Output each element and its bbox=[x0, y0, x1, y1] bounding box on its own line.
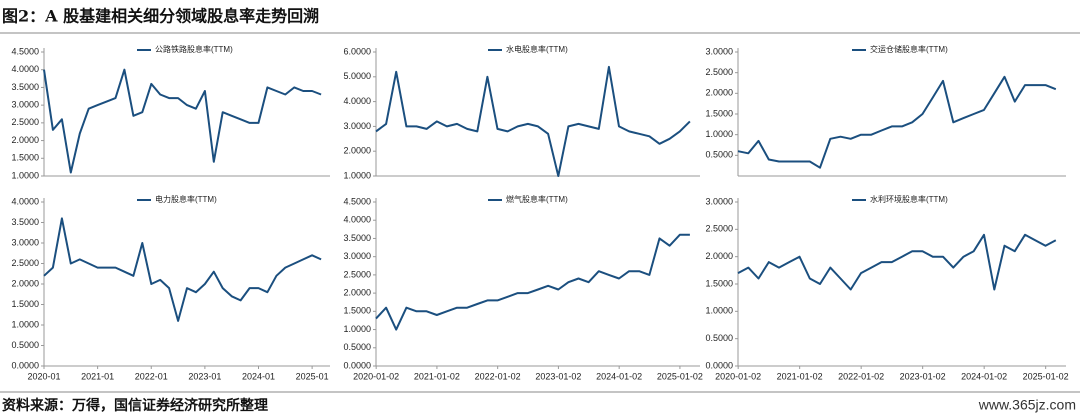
y-tick-label: 6.0000 bbox=[343, 46, 371, 56]
y-tick-label: 1.0000 bbox=[11, 170, 39, 180]
x-tick-label: 2020-01-02 bbox=[715, 371, 761, 381]
y-tick-label: 3.0000 bbox=[705, 46, 733, 56]
source: 资料来源：万得，国信证券经济研究所整理 bbox=[2, 397, 268, 414]
y-tick-label: 3.0000 bbox=[705, 196, 733, 206]
y-tick-label: 2.5000 bbox=[343, 269, 371, 279]
y-tick-label: 1.0000 bbox=[343, 170, 371, 180]
y-tick-label: 1.5000 bbox=[705, 108, 733, 118]
x-tick-label: 2022-01-02 bbox=[475, 371, 521, 381]
y-tick-label: 1.5000 bbox=[11, 299, 39, 309]
y-tick-label: 1.0000 bbox=[343, 324, 371, 334]
x-tick-label: 2024-01-02 bbox=[596, 371, 642, 381]
legend-label: 交运仓储股息率(TTM) bbox=[870, 44, 948, 54]
y-tick-label: 4.5000 bbox=[11, 46, 39, 56]
watermark: www.365jz.com bbox=[978, 397, 1076, 413]
y-tick-label: 3.0000 bbox=[11, 100, 39, 110]
y-tick-label: 2.0000 bbox=[11, 278, 39, 288]
line bbox=[737, 75, 1057, 169]
x-tick-label: 2025-01 bbox=[296, 371, 329, 381]
line bbox=[43, 217, 322, 322]
x-tick-label: 2021-01-02 bbox=[777, 371, 823, 381]
y-tick-label: 0.5000 bbox=[11, 340, 39, 350]
x-tick-label: 2023-01-02 bbox=[535, 371, 581, 381]
y-tick-label: 0.5000 bbox=[343, 342, 371, 352]
y-tick-label: 2.5000 bbox=[11, 258, 39, 268]
x-tick-label: 2022-01-02 bbox=[838, 371, 884, 381]
x-tick-label: 2025-01-02 bbox=[657, 371, 703, 381]
y-tick-label: 3.0000 bbox=[11, 237, 39, 247]
legend-label: 水电股息率(TTM) bbox=[506, 44, 568, 54]
y-tick-label: 5.0000 bbox=[343, 71, 371, 81]
x-tick-label: 2021-01-02 bbox=[414, 371, 460, 381]
y-tick-label: 1.0000 bbox=[705, 306, 733, 316]
y-tick-label: 3.5000 bbox=[343, 233, 371, 243]
y-tick-label: 0.5000 bbox=[705, 150, 733, 160]
line bbox=[43, 68, 322, 174]
y-tick-label: 4.0000 bbox=[11, 64, 39, 74]
y-tick-label: 1.5000 bbox=[705, 278, 733, 288]
x-tick-label: 2023-01 bbox=[188, 371, 221, 381]
line bbox=[737, 233, 1057, 291]
y-tick-label: 4.0000 bbox=[11, 196, 39, 206]
x-tick-label: 2020-01-02 bbox=[353, 371, 399, 381]
y-tick-label: 2.0000 bbox=[343, 287, 371, 297]
y-tick-label: 3.5000 bbox=[11, 82, 39, 92]
y-tick-label: 4.0000 bbox=[343, 96, 371, 106]
y-tick-label: 0.5000 bbox=[705, 333, 733, 343]
y-tick-label: 2.0000 bbox=[705, 251, 733, 261]
line bbox=[375, 233, 690, 331]
y-tick-label: 2.0000 bbox=[705, 88, 733, 98]
x-tick-label: 2020-01 bbox=[27, 371, 60, 381]
y-tick-label: 2.5000 bbox=[705, 224, 733, 234]
y-tick-label: 0.0000 bbox=[705, 360, 733, 370]
y-tick-label: 1.5000 bbox=[343, 306, 371, 316]
legend-label: 公路铁路股息率(TTM) bbox=[155, 44, 233, 54]
x-tick-label: 2024-01 bbox=[242, 371, 275, 381]
y-tick-label: 0.0000 bbox=[343, 360, 371, 370]
x-tick-label: 2023-01-02 bbox=[900, 371, 946, 381]
y-tick-label: 2.0000 bbox=[11, 135, 39, 145]
x-tick-label: 2025-01-02 bbox=[1023, 371, 1069, 381]
y-tick-label: 3.5000 bbox=[11, 217, 39, 227]
legend-label: 水利环境股息率(TTM) bbox=[870, 194, 948, 204]
y-tick-label: 1.5000 bbox=[11, 153, 39, 163]
y-tick-label: 1.0000 bbox=[705, 129, 733, 139]
y-tick-label: 3.0000 bbox=[343, 251, 371, 261]
y-tick-label: 2.5000 bbox=[11, 117, 39, 127]
line bbox=[375, 65, 691, 177]
y-tick-label: 4.0000 bbox=[343, 215, 371, 225]
x-tick-label: 2022-01 bbox=[135, 371, 168, 381]
figure-title: 图2：A 股基建相关细分领域股息率走势回溯 bbox=[2, 7, 319, 26]
legend-label: 燃气股息率(TTM) bbox=[506, 194, 568, 204]
y-tick-label: 0.0000 bbox=[11, 360, 39, 370]
x-tick-label: 2021-01 bbox=[81, 371, 114, 381]
y-tick-label: 2.5000 bbox=[705, 67, 733, 77]
y-tick-label: 2.0000 bbox=[343, 146, 371, 156]
legend-label: 电力股息率(TTM) bbox=[155, 194, 217, 204]
x-tick-label: 2024-01-02 bbox=[961, 371, 1007, 381]
y-tick-label: 4.5000 bbox=[343, 196, 371, 206]
y-tick-label: 3.0000 bbox=[343, 121, 371, 131]
y-tick-label: 1.0000 bbox=[11, 319, 39, 329]
